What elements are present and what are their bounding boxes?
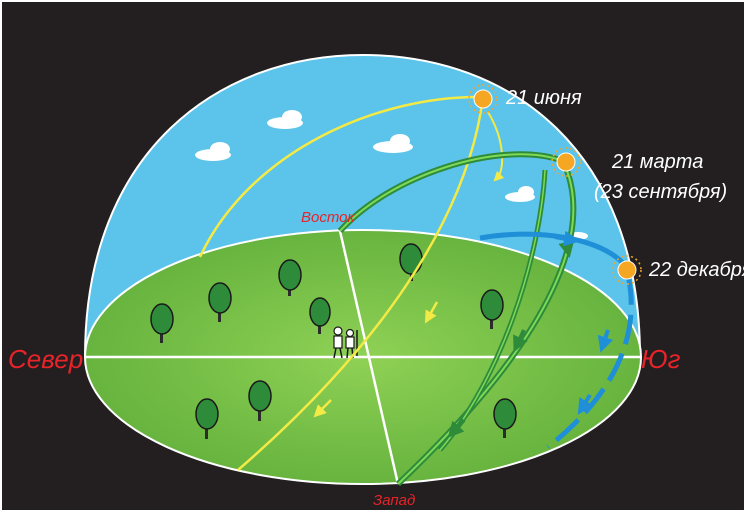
- label-march: 21 марта: [611, 151, 703, 173]
- tree: [480, 289, 504, 329]
- cloud-2: [195, 142, 231, 161]
- label-june: 21 июня: [505, 87, 582, 109]
- tree: [195, 398, 219, 439]
- label-south: Юг: [641, 344, 681, 374]
- label-september: (23 сентября): [594, 181, 727, 203]
- sun-path-equinox: [337, 151, 577, 487]
- tree: [248, 380, 272, 421]
- label-west: Запад: [373, 492, 415, 509]
- tree: [278, 259, 302, 296]
- east-west-axis: [338, 230, 400, 485]
- sun-path-december: [479, 230, 634, 449]
- tree: [309, 297, 331, 334]
- tree: [399, 243, 423, 281]
- tree: [208, 282, 232, 322]
- tree: [150, 303, 174, 343]
- cloud-1: [267, 110, 303, 129]
- sun-icon-march: [551, 147, 581, 177]
- sun-icon-june: [468, 84, 498, 114]
- clouds: [195, 110, 588, 240]
- cloud-3: [373, 134, 413, 153]
- label-east: Восток: [301, 209, 356, 226]
- tree: [493, 398, 517, 438]
- observer-figure: [333, 326, 358, 359]
- trees: [150, 243, 517, 439]
- cloud-4: [505, 186, 535, 202]
- label-december: 22 декабря: [648, 259, 747, 281]
- sun-icon-december: [612, 255, 642, 285]
- label-north: Север: [8, 344, 83, 374]
